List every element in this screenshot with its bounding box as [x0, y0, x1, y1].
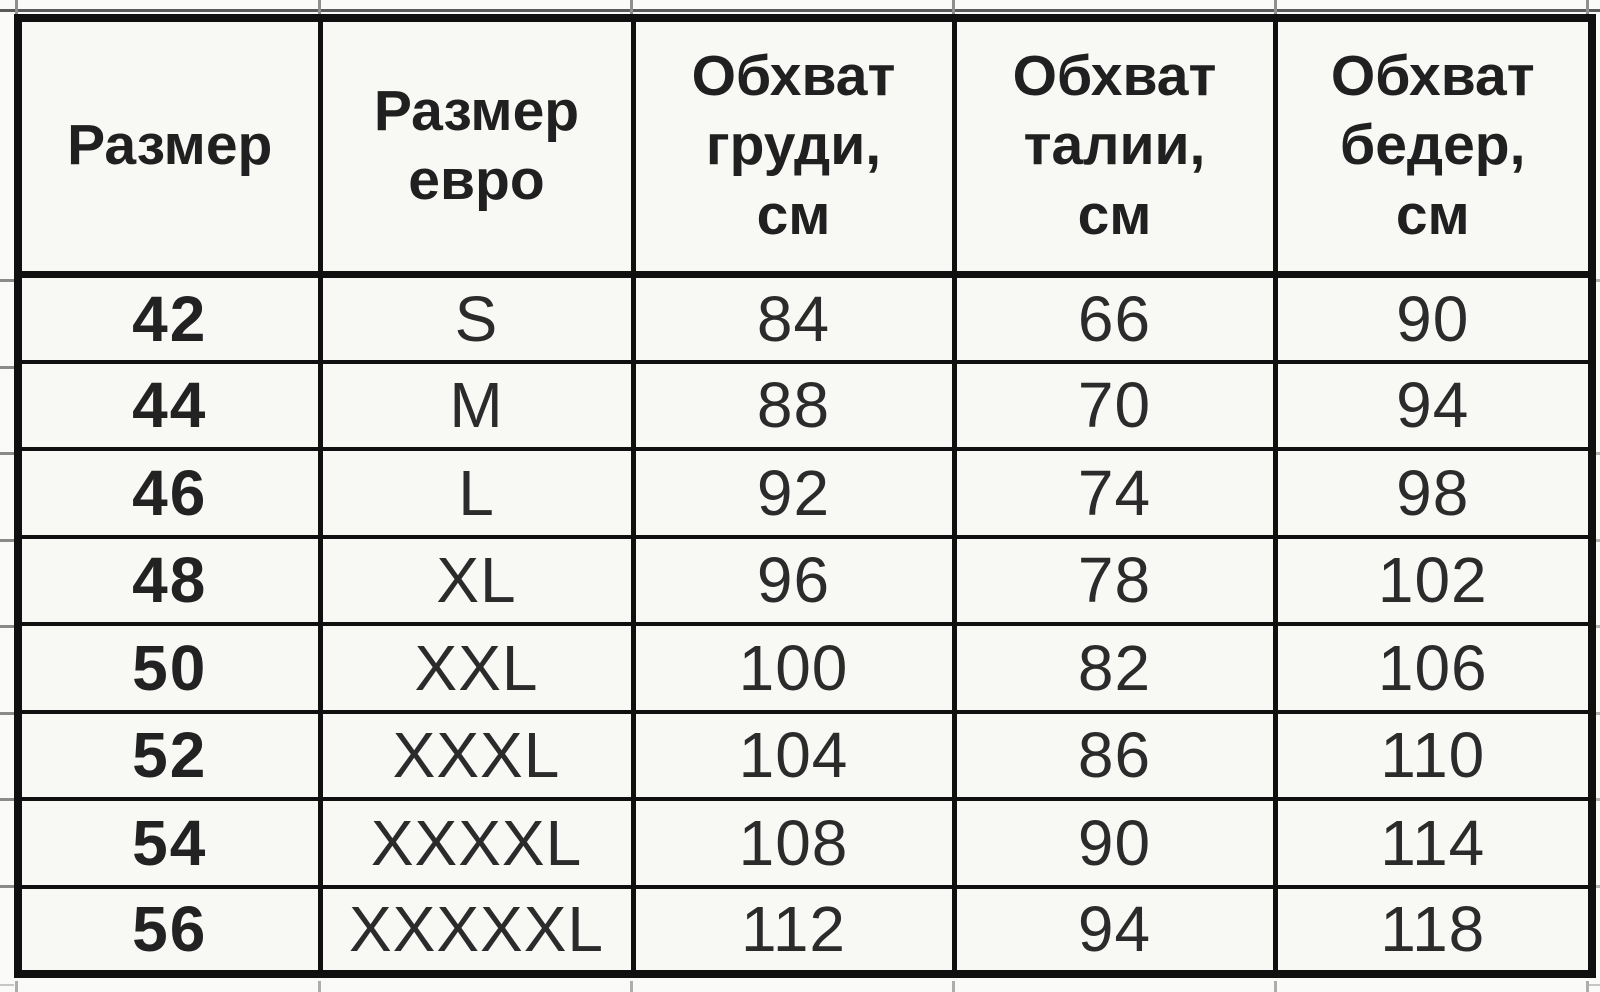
cell-chest: 108 — [630, 797, 957, 889]
spreadsheet-gridline — [0, 452, 14, 455]
spreadsheet-gridline — [1586, 0, 1589, 14]
spreadsheet-gridline — [0, 798, 14, 801]
spreadsheet-gridline — [0, 885, 14, 888]
spreadsheet-gridline — [630, 0, 633, 14]
cell-hips: 118 — [1272, 884, 1595, 976]
cell-euro: M — [317, 359, 636, 451]
spreadsheet-gridline — [630, 981, 633, 992]
cell-waist: 86 — [951, 709, 1278, 801]
cell-hips: 94 — [1272, 359, 1595, 451]
cell-chest: 92 — [630, 447, 957, 539]
spreadsheet-gridline — [15, 0, 18, 14]
cell-hips: 90 — [1272, 272, 1595, 364]
cell-chest: 96 — [630, 534, 957, 626]
spreadsheet-gridline — [0, 9, 1600, 12]
cell-euro: XXXXXL — [317, 884, 636, 976]
spreadsheet-gridline — [0, 539, 14, 542]
table-row: 46 L 92 74 98 — [15, 447, 1595, 539]
cell-size: 54 — [15, 797, 323, 889]
cell-waist: 82 — [951, 622, 1278, 714]
column-header-euro: Размер евро — [317, 15, 636, 278]
header-row: Размер Размер евро Обхват груди, см Обхв… — [15, 15, 1595, 278]
spreadsheet-gridline — [1274, 0, 1277, 14]
spreadsheet-gridline — [1589, 984, 1600, 986]
cell-euro: XL — [317, 534, 636, 626]
cell-hips: 102 — [1272, 534, 1595, 626]
cell-hips: 106 — [1272, 622, 1595, 714]
cell-euro: XXXXL — [317, 797, 636, 889]
cell-hips: 98 — [1272, 447, 1595, 539]
cell-waist: 66 — [951, 272, 1278, 364]
cell-size: 44 — [15, 359, 323, 451]
table-row: 48 XL 96 78 102 — [15, 534, 1595, 626]
cell-chest: 112 — [630, 884, 957, 976]
table-row: 44 M 88 70 94 — [15, 359, 1595, 451]
cell-chest: 104 — [630, 709, 957, 801]
cell-size: 50 — [15, 622, 323, 714]
cell-hips: 110 — [1272, 709, 1595, 801]
column-header-hips: Обхват бедер, см — [1272, 15, 1595, 278]
cell-euro: S — [317, 272, 636, 364]
spreadsheet-gridline — [0, 712, 14, 715]
table-row: 54 XXXXL 108 90 114 — [15, 797, 1595, 889]
cell-size: 46 — [15, 447, 323, 539]
cell-size: 42 — [15, 272, 323, 364]
spreadsheet-gridline — [0, 625, 14, 628]
cell-euro: L — [317, 447, 636, 539]
spreadsheet-gridline — [0, 984, 14, 986]
cell-waist: 78 — [951, 534, 1278, 626]
spreadsheet-gridline — [318, 0, 321, 14]
cell-size: 52 — [15, 709, 323, 801]
spreadsheet-gridline — [952, 0, 955, 14]
cell-waist: 90 — [951, 797, 1278, 889]
spreadsheet-gridline — [1274, 981, 1277, 992]
spreadsheet-gridline — [0, 366, 14, 369]
cell-waist: 94 — [951, 884, 1278, 976]
column-header-chest: Обхват груди, см — [630, 15, 957, 278]
cell-size: 48 — [15, 534, 323, 626]
table-row: 52 XXXL 104 86 110 — [15, 709, 1595, 801]
cell-chest: 88 — [630, 359, 957, 451]
cell-euro: XXL — [317, 622, 636, 714]
spreadsheet-gridline — [952, 981, 955, 992]
cell-hips: 114 — [1272, 797, 1595, 889]
table-row: 56 XXXXXL 112 94 118 — [15, 884, 1595, 976]
spreadsheet-gridline — [1586, 981, 1589, 992]
table-row: 42 S 84 66 90 — [15, 272, 1595, 364]
size-chart-table: Размер Размер евро Обхват груди, см Обхв… — [14, 14, 1596, 978]
spreadsheet-gridline — [0, 279, 14, 282]
spreadsheet-gridline — [15, 981, 18, 992]
spreadsheet-gridline — [318, 981, 321, 992]
cell-waist: 70 — [951, 359, 1278, 451]
table-row: 50 XXL 100 82 106 — [15, 622, 1595, 714]
cell-size: 56 — [15, 884, 323, 976]
cell-waist: 74 — [951, 447, 1278, 539]
column-header-waist: Обхват талии, см — [951, 15, 1278, 278]
cell-chest: 100 — [630, 622, 957, 714]
cell-euro: XXXL — [317, 709, 636, 801]
column-header-size: Размер — [15, 15, 323, 278]
cell-chest: 84 — [630, 272, 957, 364]
